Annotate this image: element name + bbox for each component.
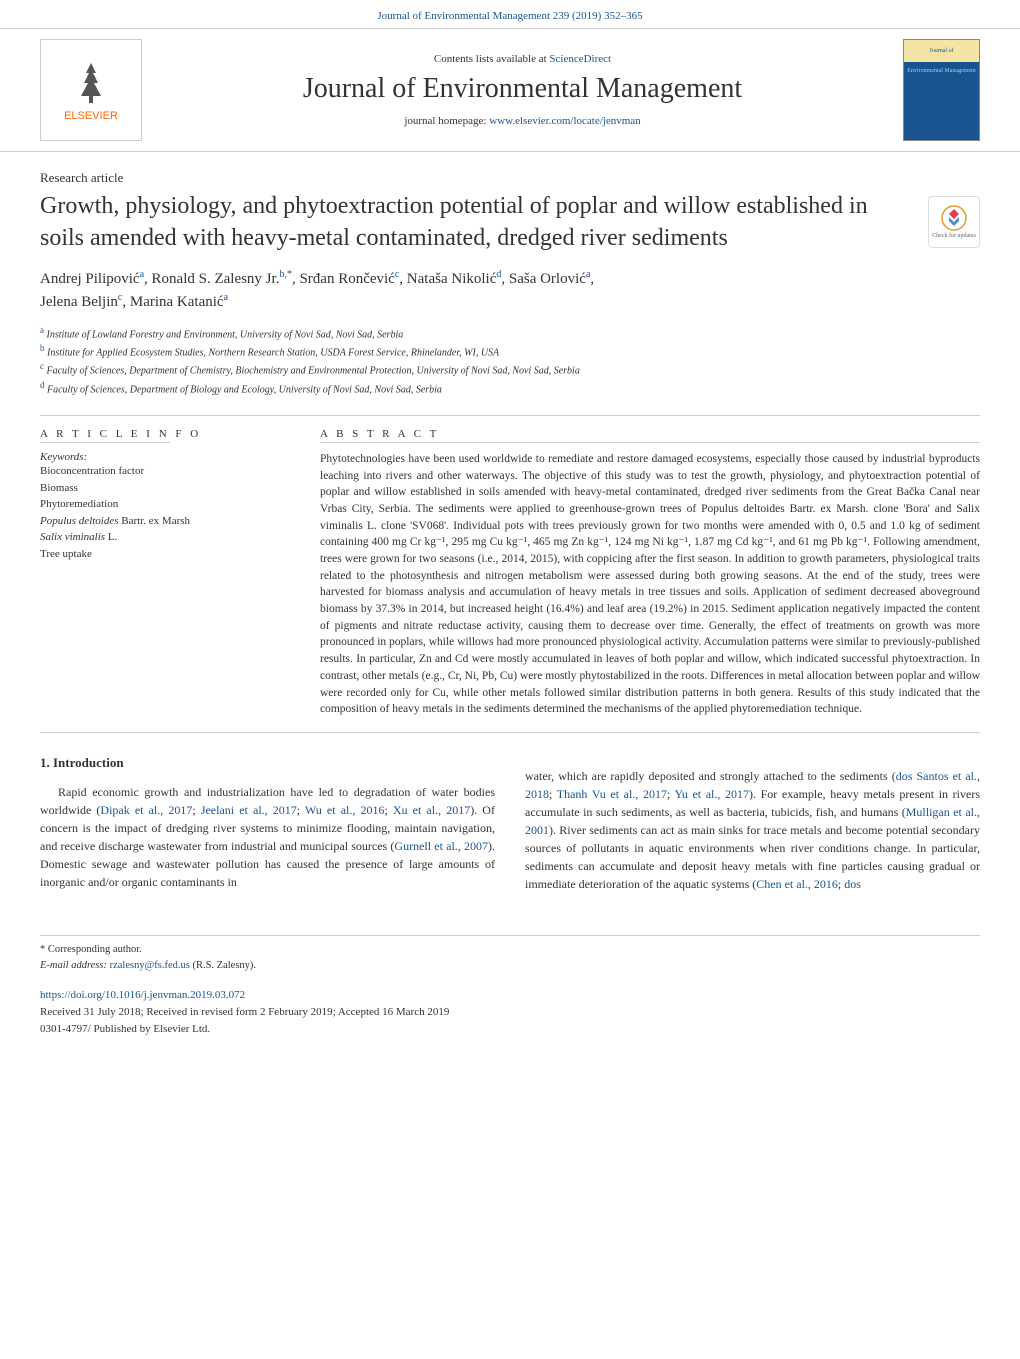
article-info-heading: A R T I C L E I N F O bbox=[40, 428, 290, 440]
affiliation-c: c Faculty of Sciences, Department of Che… bbox=[40, 360, 980, 378]
article-type-label: Research article bbox=[0, 152, 1020, 190]
abstract-heading: A B S T R A C T bbox=[320, 428, 980, 440]
abstract-rule bbox=[320, 442, 980, 443]
footer: * Corresponding author. E-mail address: … bbox=[40, 935, 980, 1037]
doi-link[interactable]: https://doi.org/10.1016/j.jenvman.2019.0… bbox=[40, 989, 245, 1001]
ref-yu[interactable]: Yu et al., 2017 bbox=[674, 787, 749, 801]
author-7: , Marina Katanić bbox=[122, 294, 223, 310]
keyword-4: Populus deltoides Bartr. ex Marsh bbox=[40, 513, 290, 530]
intro-para-right: water, which are rapidly deposited and s… bbox=[525, 767, 980, 893]
email-link[interactable]: rzalesny@fs.fed.us bbox=[110, 960, 190, 971]
header-citation: Journal of Environmental Management 239 … bbox=[0, 0, 1020, 29]
author-1: Andrej Pilipović bbox=[40, 271, 140, 287]
ref-jeelani[interactable]: Jeelani et al., 2017 bbox=[201, 803, 297, 817]
cover-top-text: Journal of bbox=[929, 48, 953, 54]
affil-sup-a2[interactable]: a bbox=[586, 269, 590, 280]
body-columns: 1. Introduction Rapid economic growth an… bbox=[40, 755, 980, 905]
ref-xu[interactable]: Xu et al., 2017 bbox=[393, 803, 470, 817]
contents-prefix: Contents lists available at bbox=[434, 53, 549, 65]
authors-list: Andrej Pilipović a , Ronald S. Zalesny Jr.… bbox=[0, 261, 1020, 322]
title-row: Growth, physiology, and phytoextraction … bbox=[0, 190, 1020, 261]
author-6: Jelena Beljin bbox=[40, 294, 118, 310]
keyword-2: Biomass bbox=[40, 480, 290, 497]
received-line: Received 31 July 2018; Received in revis… bbox=[40, 1004, 980, 1021]
article-info: A R T I C L E I N F O Keywords: Bioconce… bbox=[40, 428, 320, 718]
ref-thanhvu[interactable]: Thanh Vu et al., 2017 bbox=[557, 787, 667, 801]
ref-chen[interactable]: Chen et al., 2016 bbox=[756, 877, 838, 891]
body-col-left: 1. Introduction Rapid economic growth an… bbox=[40, 755, 495, 905]
section-1-heading: 1. Introduction bbox=[40, 755, 495, 771]
homepage-link[interactable]: www.elsevier.com/locate/jenvman bbox=[489, 115, 640, 127]
corresponding-author: * Corresponding author. bbox=[40, 942, 980, 958]
email-suffix: (R.S. Zalesny). bbox=[190, 960, 256, 971]
journal-title: Journal of Environmental Management bbox=[142, 73, 903, 105]
keyword-3: Phytoremediation bbox=[40, 496, 290, 513]
affiliations: a Institute of Lowland Forestry and Envi… bbox=[0, 322, 1020, 407]
body-col-right: water, which are rapidly deposited and s… bbox=[525, 755, 980, 905]
abstract-column: A B S T R A C T Phytotechnologies have b… bbox=[320, 428, 980, 718]
ref-wu[interactable]: Wu et al., 2016 bbox=[305, 803, 384, 817]
elsevier-label: ELSEVIER bbox=[64, 110, 118, 122]
check-updates-label: Check for updates bbox=[932, 233, 976, 239]
ref-dipak[interactable]: Dipak et al., 2017 bbox=[100, 803, 192, 817]
affiliation-b: b Institute for Applied Ecosystem Studie… bbox=[40, 342, 980, 360]
email-label: E-mail address: bbox=[40, 960, 110, 971]
citation-link[interactable]: Journal of Environmental Management 239 … bbox=[377, 10, 642, 22]
abstract-text: Phytotechnologies have been used worldwi… bbox=[320, 451, 980, 718]
author-4: , Nataša Nikolić bbox=[399, 271, 496, 287]
keyword-6: Tree uptake bbox=[40, 546, 290, 563]
affiliation-a: a Institute of Lowland Forestry and Envi… bbox=[40, 324, 980, 342]
affiliation-d: d Faculty of Sciences, Department of Bio… bbox=[40, 379, 980, 397]
author-2: , Ronald S. Zalesny Jr. bbox=[144, 271, 279, 287]
homepage-prefix: journal homepage: bbox=[404, 115, 489, 127]
author-3: , Srđan Rončević bbox=[292, 271, 395, 287]
elsevier-logo: ELSEVIER bbox=[40, 39, 142, 141]
check-updates-icon bbox=[941, 205, 967, 231]
masthead-center: Contents lists available at ScienceDirec… bbox=[142, 53, 903, 127]
intro-para-left: Rapid economic growth and industrializat… bbox=[40, 783, 495, 891]
homepage-line: journal homepage: www.elsevier.com/locat… bbox=[142, 115, 903, 127]
article-title: Growth, physiology, and phytoextraction … bbox=[40, 190, 908, 255]
contents-line: Contents lists available at ScienceDirec… bbox=[142, 53, 903, 65]
email-line: E-mail address: rzalesny@fs.fed.us (R.S.… bbox=[40, 958, 980, 974]
sciencedirect-link[interactable]: ScienceDirect bbox=[549, 53, 611, 65]
info-abstract-row: A R T I C L E I N F O Keywords: Bioconce… bbox=[40, 415, 980, 718]
author-5: , Saša Orlović bbox=[501, 271, 586, 287]
ref-gurnell[interactable]: Gurnell et al., 2007 bbox=[394, 839, 488, 853]
keyword-5: Salix viminalis L. bbox=[40, 529, 290, 546]
elsevier-tree-icon bbox=[66, 58, 116, 108]
masthead: ELSEVIER Contents lists available at Sci… bbox=[0, 29, 1020, 152]
cover-mid-text: Environmental Management bbox=[907, 68, 975, 75]
issn-line: 0301-4797/ Published by Elsevier Ltd. bbox=[40, 1021, 980, 1038]
keyword-1: Bioconcentration factor bbox=[40, 463, 290, 480]
info-rule bbox=[40, 442, 170, 443]
check-updates-button[interactable]: Check for updates bbox=[928, 196, 980, 248]
journal-cover-thumb: Journal of Environmental Management bbox=[903, 39, 980, 141]
ref-dos2[interactable]: dos bbox=[844, 877, 861, 891]
abstract-bottom-rule bbox=[40, 732, 980, 733]
affil-sup-a3[interactable]: a bbox=[224, 292, 228, 303]
keywords-label: Keywords: bbox=[40, 451, 290, 463]
affil-sup-b[interactable]: b,* bbox=[279, 269, 292, 280]
